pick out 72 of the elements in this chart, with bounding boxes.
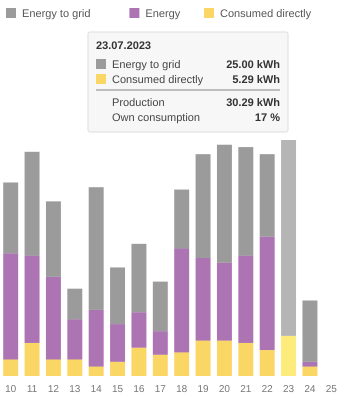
bar [131,348,146,376]
legend-label: Consumed directly [220,8,312,20]
bar [238,147,254,256]
x-tick-label: 12 [48,384,60,395]
x-tick-label: 11 [26,384,38,395]
x-tick-label: 14 [90,384,102,395]
x-tick-label: 21 [240,384,252,395]
bar [67,288,82,320]
bar [152,282,168,332]
text: Own consumption [112,112,200,124]
text: 5.29 kWh [232,74,280,86]
bar [196,258,211,341]
bar [3,359,18,376]
bar [46,359,61,376]
x-tick-label: 17 [154,384,166,395]
bar [174,352,190,376]
x-tick-label: 15 [112,384,124,395]
bar [216,262,232,341]
x-tick-label: 19 [198,384,210,395]
bar [174,248,190,352]
bar [131,244,146,312]
bar [88,366,104,376]
x-tick-label: 22 [262,384,274,395]
bar [281,140,296,336]
text: 25.00 kWh [226,59,280,71]
x-tick-label: 20 [218,384,230,395]
legend-label: Energy to grid [22,8,90,20]
bar [196,154,211,258]
bar [24,256,40,343]
bar [46,201,61,277]
bar [174,190,190,249]
x-tick-label: 16 [133,384,145,395]
x-tick-label: 13 [69,384,81,395]
bar [260,154,275,237]
x-tick-label: 10 [5,384,17,395]
bar [3,182,18,254]
bar [216,340,232,376]
bar [260,236,275,350]
text: Consumed directly [112,74,204,86]
bar [260,350,275,376]
x-tick-label: 24 [304,384,316,395]
x-tick-label: 25 [326,384,338,395]
bar [46,276,61,360]
x-tick-label: 18 [176,384,188,395]
bar [67,319,82,360]
text: Energy to grid [112,59,180,71]
text: 17 % [254,112,280,124]
bar [110,324,126,362]
bar [88,187,104,310]
bar [67,359,82,376]
bar [238,342,254,376]
legend-label: Energy [145,8,181,20]
bar [3,253,18,360]
bar [196,340,211,376]
text: 23.07.2023 [96,40,152,52]
bar [238,256,254,343]
bar [216,144,232,263]
bar [152,331,168,355]
bar [110,362,126,376]
bar [302,362,318,367]
bar [302,300,318,362]
bar [281,336,296,376]
bar [24,152,40,256]
bar [131,312,146,348]
bar [302,366,318,376]
bar [88,310,104,367]
x-tick-label: 23 [283,384,295,395]
bar [24,342,40,376]
text: 30.29 kWh [226,97,280,109]
bar [152,354,168,376]
text: Production [112,97,165,109]
bar [110,267,126,324]
